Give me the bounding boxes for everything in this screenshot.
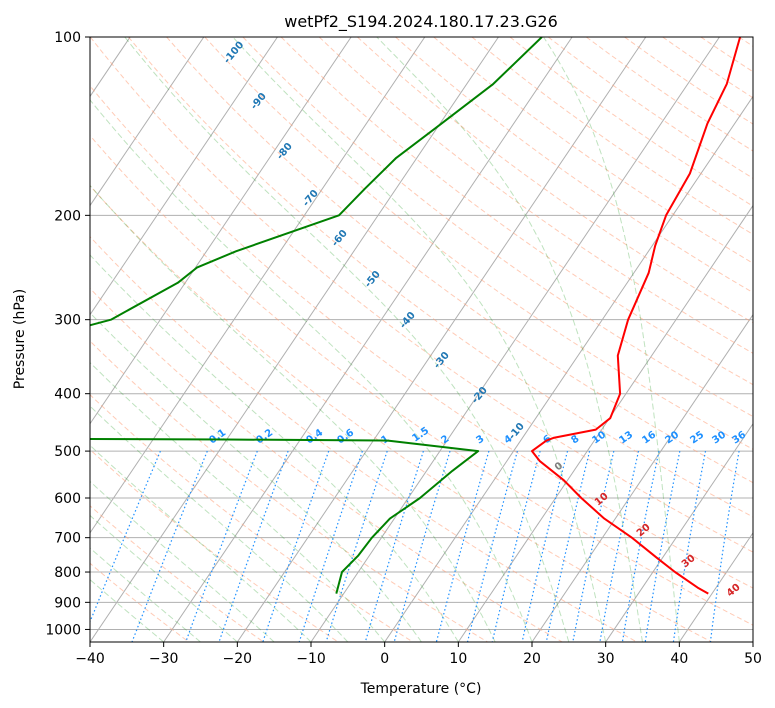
isotherm-line bbox=[0, 37, 56, 642]
y-axis-label: Pressure (hPa) bbox=[12, 289, 28, 389]
dry-adiabat-line bbox=[90, 448, 339, 642]
dry-adiabat-line bbox=[90, 340, 488, 642]
moist-adiabat-line bbox=[124, 37, 570, 642]
moist-adiabat-line bbox=[90, 547, 201, 642]
x-tick-label: 0 bbox=[380, 651, 389, 667]
mixing-ratio-line bbox=[644, 450, 681, 642]
mixing-ratio-line bbox=[572, 450, 615, 642]
x-tick-label: 20 bbox=[523, 651, 541, 667]
x-tick-label: 40 bbox=[670, 651, 688, 667]
mixing-ratio-line bbox=[672, 450, 707, 642]
dry-adiabat-line bbox=[90, 394, 414, 642]
mixing-ratio-line bbox=[491, 450, 541, 642]
x-tick-label: 10 bbox=[449, 651, 467, 667]
dry-adiabat-line bbox=[318, 37, 753, 354]
dry-adiabat-line bbox=[433, 37, 753, 264]
mixing-ratio-line bbox=[466, 450, 518, 642]
isotherm-line bbox=[310, 37, 720, 642]
dry-adiabat-line bbox=[90, 505, 264, 642]
y-tick-label: 500 bbox=[54, 444, 81, 460]
x-tick-label: −20 bbox=[223, 651, 253, 667]
temperature-line bbox=[531, 37, 742, 595]
isotherm-line bbox=[163, 37, 573, 642]
isotherm-line bbox=[90, 37, 426, 534]
isotherm-line bbox=[90, 37, 278, 316]
mixing-ratio-line bbox=[709, 450, 740, 642]
mixing-ratio-line bbox=[599, 450, 640, 642]
background-lines bbox=[0, 37, 753, 642]
dry-adiabat-line bbox=[90, 134, 753, 626]
dry-adiabat-line bbox=[357, 37, 753, 324]
moist-adiabat-line bbox=[90, 99, 533, 642]
isotherm-line bbox=[90, 37, 205, 207]
dry-adiabat-line bbox=[509, 37, 753, 207]
mixing-ratio-line bbox=[262, 450, 330, 642]
mixing-ratio-line bbox=[545, 450, 591, 642]
chart-title: wetPf2_S194.2024.180.17.23.G26 bbox=[284, 12, 558, 32]
x-tick-label: 50 bbox=[744, 651, 762, 667]
isotherm-line bbox=[236, 37, 647, 642]
y-tick-label: 700 bbox=[54, 531, 81, 547]
isotherm-line bbox=[752, 641, 753, 642]
dry-adiabat-line bbox=[280, 37, 753, 386]
mixing-ratio-line bbox=[218, 450, 289, 642]
moist-adiabat-line bbox=[232, 37, 607, 642]
moist-adiabat-line bbox=[90, 312, 422, 642]
isotherm-line bbox=[384, 95, 753, 642]
moist-adiabat-line bbox=[543, 37, 680, 642]
moist-adiabat-line bbox=[90, 405, 349, 642]
x-tick-label: −10 bbox=[296, 651, 326, 667]
dry-adiabat-line bbox=[90, 85, 753, 589]
y-tick-label: 400 bbox=[54, 387, 81, 403]
isotherm-line bbox=[90, 37, 499, 642]
isotherm-line bbox=[531, 313, 753, 642]
dry-adiabat-line bbox=[90, 184, 712, 642]
isotherm-line bbox=[678, 531, 753, 642]
moist-adiabat-line bbox=[376, 37, 643, 642]
moist-adiabat-line bbox=[90, 361, 386, 642]
dry-adiabat-line bbox=[90, 235, 638, 642]
moist-adiabat-line bbox=[90, 578, 165, 642]
y-tick-label: 800 bbox=[54, 565, 81, 581]
mixing-ratio-line bbox=[325, 450, 388, 642]
plot-area: 0.1 0.2 0.4 0.6 1 1.5 2 3 4 6 8 10 13 16 20 25 30 36-100-… bbox=[0, 37, 753, 642]
isotherm-line bbox=[90, 37, 352, 425]
x-tick-label: −30 bbox=[149, 651, 179, 667]
mixing-ratio-line bbox=[90, 450, 161, 624]
plot-frame bbox=[89, 36, 754, 643]
y-tick-label: 1000 bbox=[45, 622, 81, 638]
y-tick-label: 900 bbox=[54, 595, 81, 611]
dry-adiabat-line bbox=[586, 37, 753, 152]
y-tick-label: 300 bbox=[54, 313, 81, 329]
dry-adiabat-line bbox=[90, 37, 753, 553]
moist-adiabat-line bbox=[90, 514, 238, 642]
y-tick-label: 100 bbox=[54, 30, 81, 46]
mixing-ratio-line bbox=[435, 450, 490, 642]
mixing-ratio-line bbox=[364, 450, 424, 642]
dewpoint-line bbox=[90, 37, 543, 594]
y-axis: 100 200 300 400 500 600 700 800 900 1000 bbox=[45, 30, 90, 638]
x-axis: −40 −30 −20 −10 0 10 20 30 40 50 bbox=[75, 642, 762, 667]
mixing-ratio-line bbox=[298, 450, 363, 642]
dry-adiabat-line bbox=[166, 37, 753, 484]
isotherm-line bbox=[457, 204, 753, 642]
isotherm-line bbox=[605, 422, 753, 642]
series-lines bbox=[90, 37, 742, 595]
dry-adiabat-line bbox=[128, 37, 753, 518]
x-tick-label: −40 bbox=[75, 651, 105, 667]
dry-adiabat-line bbox=[242, 37, 753, 418]
moist-adiabat-line bbox=[90, 480, 275, 642]
dry-adiabat-line bbox=[204, 37, 753, 450]
y-tick-label: 200 bbox=[54, 208, 81, 224]
moist-adiabat-line bbox=[90, 254, 459, 642]
dry-adiabat-line bbox=[90, 287, 563, 642]
y-tick-label: 600 bbox=[54, 491, 81, 507]
x-axis-label: Temperature (°C) bbox=[360, 681, 482, 697]
mixing-ratio-line bbox=[521, 450, 569, 642]
mixing-ratio-line bbox=[621, 450, 660, 642]
mixing-ratio-line bbox=[393, 450, 451, 642]
x-tick-label: 30 bbox=[597, 651, 615, 667]
